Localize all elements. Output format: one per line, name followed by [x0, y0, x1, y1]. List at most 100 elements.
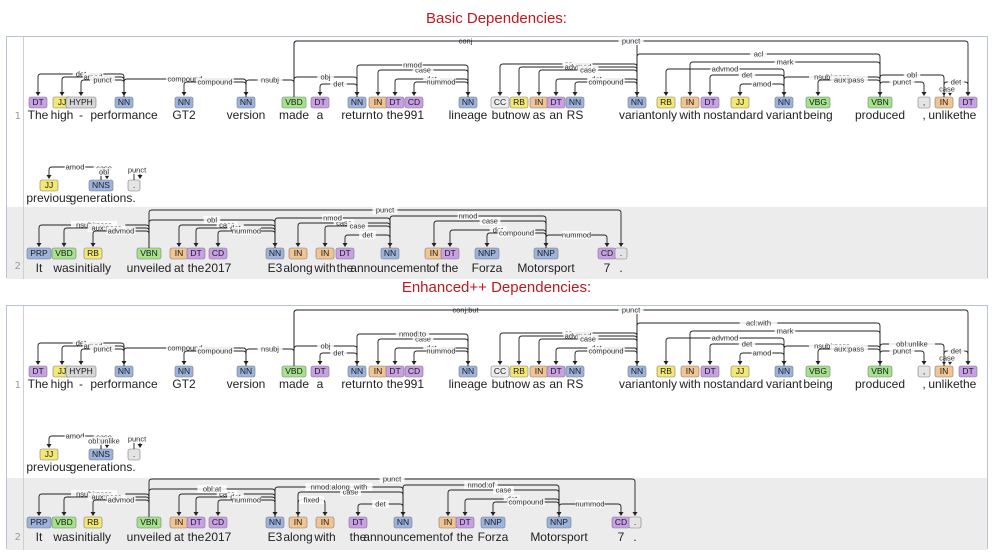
dependency-arc: compound: [121, 75, 247, 97]
arc-label-bg: [936, 85, 958, 93]
pos-tag: [208, 247, 228, 260]
arc-label-bg: [166, 75, 204, 83]
pos-tag-label: IN: [175, 517, 184, 527]
pos-tag-label: IN: [535, 97, 544, 107]
arc-arrowhead: [465, 361, 471, 365]
pos-tag-label: NN: [118, 366, 130, 376]
arc-label-bg: [106, 227, 136, 235]
arc-arrowhead: [431, 243, 437, 247]
token: initially: [75, 261, 111, 275]
token: was: [52, 261, 74, 275]
dependency-arc: advmod: [663, 65, 785, 97]
pos-tag-label: HYPH: [69, 97, 93, 107]
pos-tag-label: JJ: [736, 97, 745, 107]
pos-tag: [335, 247, 355, 260]
arc-label: obl:unlike: [896, 340, 928, 349]
arc-label: punct: [622, 37, 641, 46]
arc-label: obl: [907, 71, 917, 80]
arc-label-bg: [412, 335, 434, 343]
arc-label-bg: [577, 66, 599, 74]
arc-arrowhead: [462, 512, 468, 516]
pos-tag-label: JJ: [736, 366, 745, 376]
arc-label: nummod: [562, 231, 591, 240]
arc-arrowhead: [61, 512, 67, 516]
arc-arrowhead: [411, 361, 417, 365]
token: announcement: [363, 530, 443, 544]
arc-label: det: [333, 80, 344, 89]
arc-arrowhead: [121, 92, 127, 96]
dependency-arc: compound: [490, 498, 560, 517]
pos-tag-label: NN: [397, 517, 409, 527]
arc-arrowhead: [465, 92, 471, 96]
pos-tag-label: PRP: [30, 517, 48, 527]
pos-tag-label: VBD: [55, 248, 72, 258]
arc-label: nummod: [575, 500, 604, 509]
basic-dependencies-panel: 1 2 DT The JJ high HYPH - NN performance NN GT2 NN…: [6, 36, 988, 279]
basic-dependencies-title: Basic Dependencies:: [426, 10, 567, 27]
token: announcement: [350, 261, 430, 275]
arc-label-bg: [750, 50, 767, 58]
pos-tag: [805, 365, 831, 378]
dependency-arc: amod: [737, 80, 785, 97]
arc-arrowhead: [322, 512, 328, 516]
pos-tag-label: JJ: [58, 97, 67, 107]
arc-arrowhead: [392, 361, 398, 365]
dependency-arc: amod: [737, 349, 785, 366]
pos-tag-label: NN: [178, 97, 190, 107]
pos-tag: [186, 247, 206, 260]
arc-label: punct: [893, 347, 912, 356]
pos-tag-label: VBD: [55, 517, 72, 527]
pos-tag-label: NN: [240, 97, 252, 107]
arc-label-bg: [618, 37, 644, 45]
dependency-arc: punct: [148, 475, 638, 517]
pos-tag: [680, 365, 700, 378]
arc-label: det: [362, 231, 373, 240]
token: produced: [855, 108, 905, 122]
dependency-arc: punct: [148, 206, 624, 248]
dependency-arc: nmod:to: [356, 330, 471, 366]
dependency-arc: punct: [879, 347, 927, 366]
token: RS: [567, 377, 584, 391]
pos-tag: [186, 516, 206, 529]
pos-tag-label: DT: [314, 366, 325, 376]
pos-tag: [656, 96, 676, 109]
pos-tag-label: IN: [294, 517, 303, 527]
arc-label: obj: [320, 73, 330, 82]
dependency-arc: det: [707, 340, 785, 366]
arc-label-bg: [774, 58, 796, 66]
token: the: [188, 261, 205, 275]
token: the: [960, 377, 977, 391]
arc-arrowhead: [317, 92, 323, 96]
arc-label-bg: [889, 78, 915, 86]
token: unveiled: [127, 261, 172, 275]
basic-dependency-graph: DTTheJJhighHYPH-NNperformanceNNGT2NNvers…: [26, 37, 978, 275]
dependency-arc: case: [295, 219, 391, 248]
pos-tag-label: RB: [87, 248, 99, 258]
arc-label: punct: [383, 475, 402, 484]
token: the: [457, 530, 474, 544]
dependency-arc: nummod: [411, 347, 469, 366]
arc-label-bg: [81, 437, 127, 445]
arc-label: mark: [777, 58, 794, 67]
pos-tag-label: .: [634, 517, 636, 527]
arc-arrowhead: [176, 243, 182, 247]
arc-arrowhead: [497, 361, 503, 365]
token: the: [387, 377, 404, 391]
pos-tag-label: NNP: [537, 248, 555, 258]
arc-arrowhead: [921, 361, 927, 365]
arc-arrowhead: [137, 175, 143, 179]
token: unlike: [928, 108, 960, 122]
pos-tag-label: IN: [321, 248, 330, 258]
arc-label-bg: [575, 500, 605, 508]
arc-label: nmod:along_with: [311, 483, 368, 492]
arc-label: compound: [588, 347, 623, 356]
arc-label-bg: [359, 231, 376, 239]
arc-label: det: [951, 78, 962, 87]
arc-arrowhead: [737, 361, 743, 365]
arc-label: nummod: [426, 347, 455, 356]
arc-label-bg: [196, 78, 234, 86]
token: the: [387, 108, 404, 122]
pos-tag: [656, 365, 676, 378]
dependency-arc: nummod: [215, 227, 276, 248]
arc-arrowhead: [497, 92, 503, 96]
